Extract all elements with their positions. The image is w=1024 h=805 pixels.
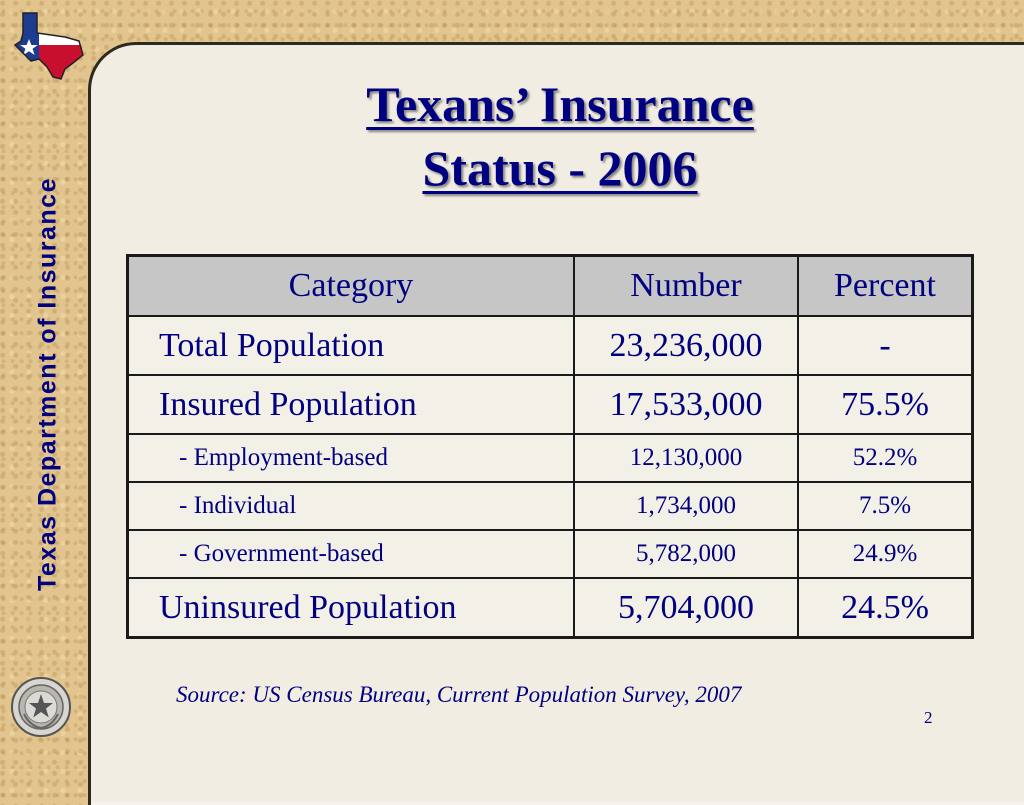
row-number: 5,704,000: [573, 577, 799, 639]
column-header-category: Category: [126, 254, 575, 317]
row-number: 5,782,000: [573, 529, 799, 579]
row-percent: 24.9%: [797, 529, 974, 579]
row-category: Uninsured Population: [126, 577, 575, 639]
row-category: - Individual: [126, 481, 575, 531]
table-row: Uninsured Population 5,704,000 24.5%: [126, 577, 974, 639]
table-row: Total Population 23,236,000 -: [126, 315, 974, 376]
row-category: - Employment-based: [126, 433, 575, 483]
texas-seal-icon: [11, 677, 71, 737]
row-percent: 75.5%: [797, 374, 974, 435]
row-percent: 7.5%: [797, 481, 974, 531]
row-number: 1,734,000: [573, 481, 799, 531]
row-category: Total Population: [126, 315, 575, 376]
page-number: 2: [924, 708, 933, 727]
row-percent: -: [797, 315, 974, 376]
table-header-row: Category Number Percent: [126, 254, 974, 317]
table-row: - Government-based 5,782,000 24.9%: [126, 529, 974, 579]
column-header-percent: Percent: [797, 254, 974, 317]
row-category: Insured Population: [126, 374, 575, 435]
table-row: Insured Population 17,533,000 75.5%: [126, 374, 974, 435]
row-percent: 52.2%: [797, 433, 974, 483]
row-number: 17,533,000: [573, 374, 799, 435]
title-line-1: Texans’ Insurance: [366, 76, 754, 132]
table-row: - Individual 1,734,000 7.5%: [126, 481, 974, 531]
row-number: 12,130,000: [573, 433, 799, 483]
source-citation: Source: US Census Bureau, Current Popula…: [176, 682, 742, 707]
row-percent: 24.5%: [797, 577, 974, 639]
sidebar-org-name: Texas Department of Insurance: [33, 177, 62, 591]
insurance-status-table: Category Number Percent Total Population…: [126, 254, 974, 639]
row-category: - Government-based: [126, 529, 575, 579]
slide-title: Texans’ Insurance Status - 2006: [300, 72, 820, 200]
title-line-2: Status - 2006: [422, 140, 698, 196]
column-header-number: Number: [573, 254, 799, 317]
texas-flag-map-icon: [13, 12, 84, 80]
row-number: 23,236,000: [573, 315, 799, 376]
table-row: - Employment-based 12,130,000 52.2%: [126, 433, 974, 483]
